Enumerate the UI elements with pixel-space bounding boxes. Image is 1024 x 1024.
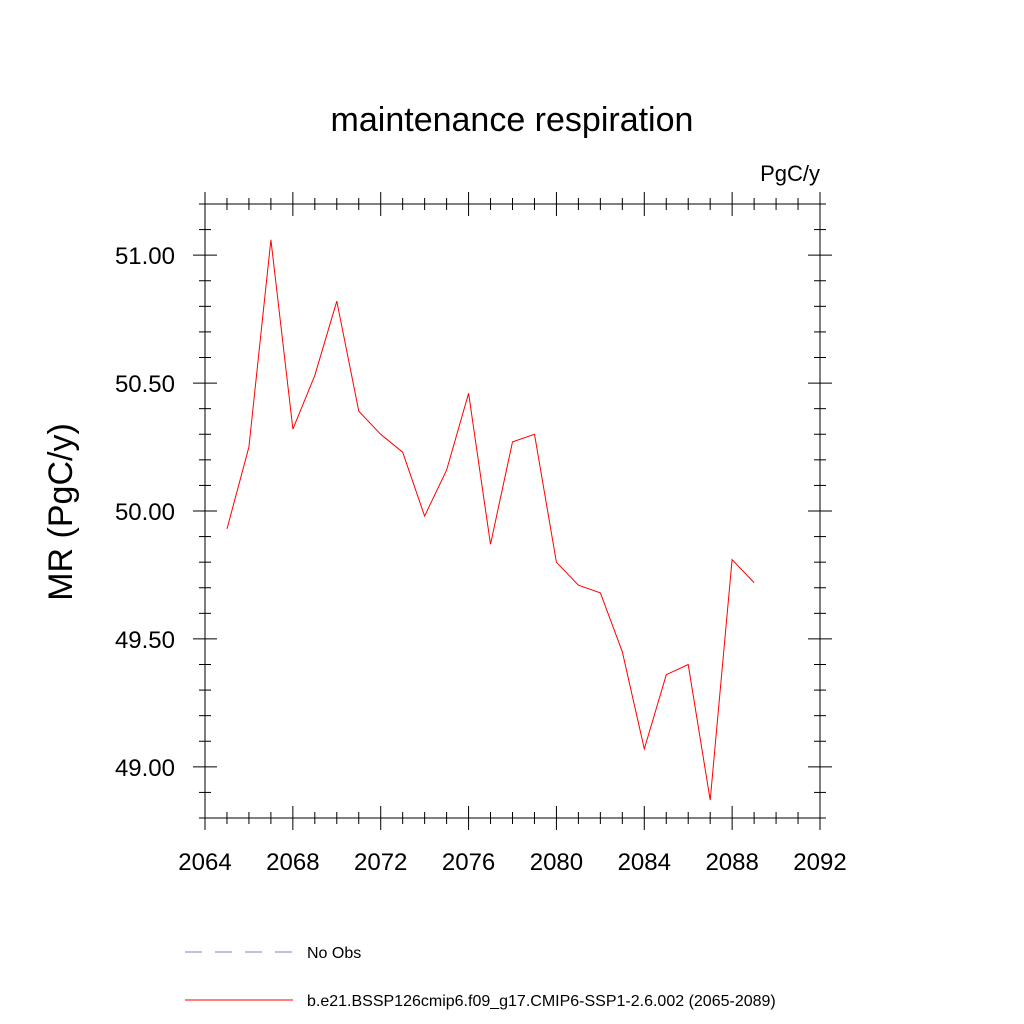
x-tick-label: 2068 <box>266 849 319 876</box>
tick-labels: 2064 2068 2072 2076 2080 2084 2088 2092 49.00 49.… <box>115 243 847 876</box>
y-tick-label: 50.50 <box>115 371 175 398</box>
minor-ticks <box>199 198 826 824</box>
legend: No Obs b.e21.BSSP126cmip6.f09_g17.CMIP6-… <box>185 945 776 1010</box>
y-tick-label: 49.00 <box>115 755 175 782</box>
series-layer <box>226 239 755 801</box>
x-tick-label: 2084 <box>618 849 671 876</box>
major-ticks <box>193 192 832 830</box>
x-tick-label: 2088 <box>705 849 758 876</box>
x-tick-label: 2080 <box>530 849 583 876</box>
units-label: PgC/y <box>760 161 820 186</box>
x-tick-label: 2092 <box>793 849 846 876</box>
y-tick-label: 50.00 <box>115 499 175 526</box>
plot-frame <box>204 203 821 819</box>
y-tick-label: 51.00 <box>115 243 175 270</box>
legend-label-no-obs: No Obs <box>307 945 361 962</box>
y-tick-label: 49.50 <box>115 627 175 654</box>
legend-label-model: b.e21.BSSP126cmip6.f09_g17.CMIP6-SSP1-2.… <box>307 993 776 1010</box>
chart-title: maintenance respiration <box>331 101 694 139</box>
x-tick-label: 2072 <box>354 849 407 876</box>
x-tick-label: 2064 <box>178 849 231 876</box>
y-axis-label: MR (PgC/y) <box>42 423 80 601</box>
series-line <box>226 239 755 801</box>
x-tick-label: 2076 <box>442 849 495 876</box>
